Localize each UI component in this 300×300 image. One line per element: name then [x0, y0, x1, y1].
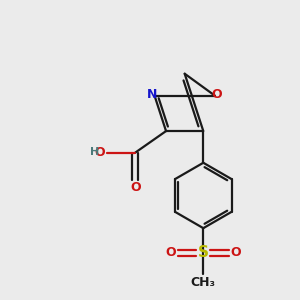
Text: O: O — [95, 146, 106, 159]
Text: N: N — [147, 88, 158, 101]
Text: H: H — [90, 147, 99, 157]
Text: O: O — [212, 88, 222, 101]
Text: O: O — [165, 246, 176, 260]
Text: S: S — [198, 245, 209, 260]
Text: CH₃: CH₃ — [191, 276, 216, 289]
Text: O: O — [130, 181, 140, 194]
Text: O: O — [231, 246, 241, 260]
